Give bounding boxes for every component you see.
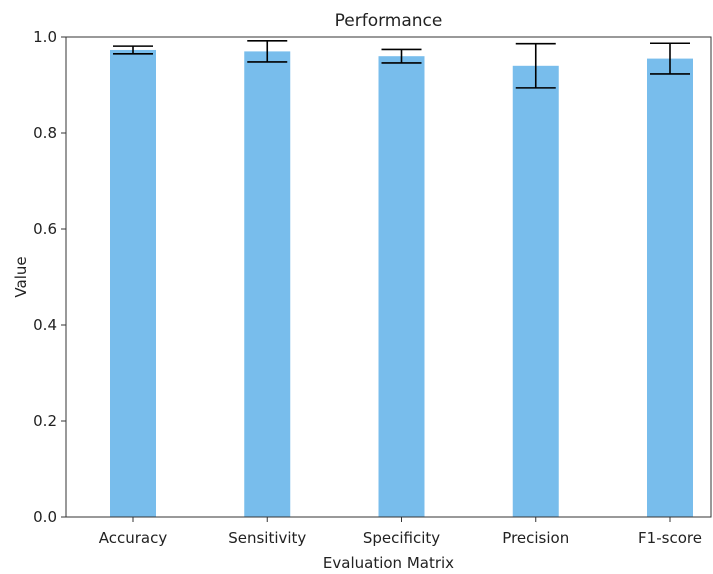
error-bar-f1-score <box>650 42 690 75</box>
error-bar-specificity <box>381 48 422 64</box>
y-tick-label: 0.8 <box>33 124 57 142</box>
error-bars-layer <box>113 40 690 89</box>
bar-accuracy <box>110 49 156 518</box>
x-tick-label: F1-score <box>638 529 702 547</box>
bar-specificity <box>378 56 425 517</box>
y-axis-label: Value <box>12 256 30 297</box>
axes-layer <box>65 36 712 518</box>
y-tick-label: 0.2 <box>33 412 57 430</box>
plot-frame <box>65 36 712 518</box>
x-axis-label: Evaluation Matrix <box>323 554 454 572</box>
y-tick-label: 0.6 <box>33 220 57 238</box>
x-tick-label: Accuracy <box>99 529 168 547</box>
x-tick-label: Sensitivity <box>228 529 306 547</box>
y-tick-label: 0.4 <box>33 316 57 334</box>
x-tick-label: Specificity <box>363 529 440 547</box>
y-tick-label: 1.0 <box>33 28 57 46</box>
y-tick-label: 0.0 <box>33 508 57 526</box>
bars-layer <box>110 49 693 518</box>
error-bar-sensitivity <box>247 40 288 63</box>
bar-sensitivity <box>244 51 291 518</box>
bar-precision <box>512 65 559 518</box>
chart-title: Performance <box>335 11 443 31</box>
x-tick-label: Precision <box>502 529 569 547</box>
error-bar-accuracy <box>113 45 153 55</box>
bar-f1-score <box>647 58 693 517</box>
y-ticks: 0.0 0.2 0.4 0.6 0.8 1.0 <box>33 28 66 526</box>
x-ticks: Accuracy Sensitivity Specificity Precision F… <box>99 517 702 547</box>
error-bar-precision <box>515 42 556 89</box>
